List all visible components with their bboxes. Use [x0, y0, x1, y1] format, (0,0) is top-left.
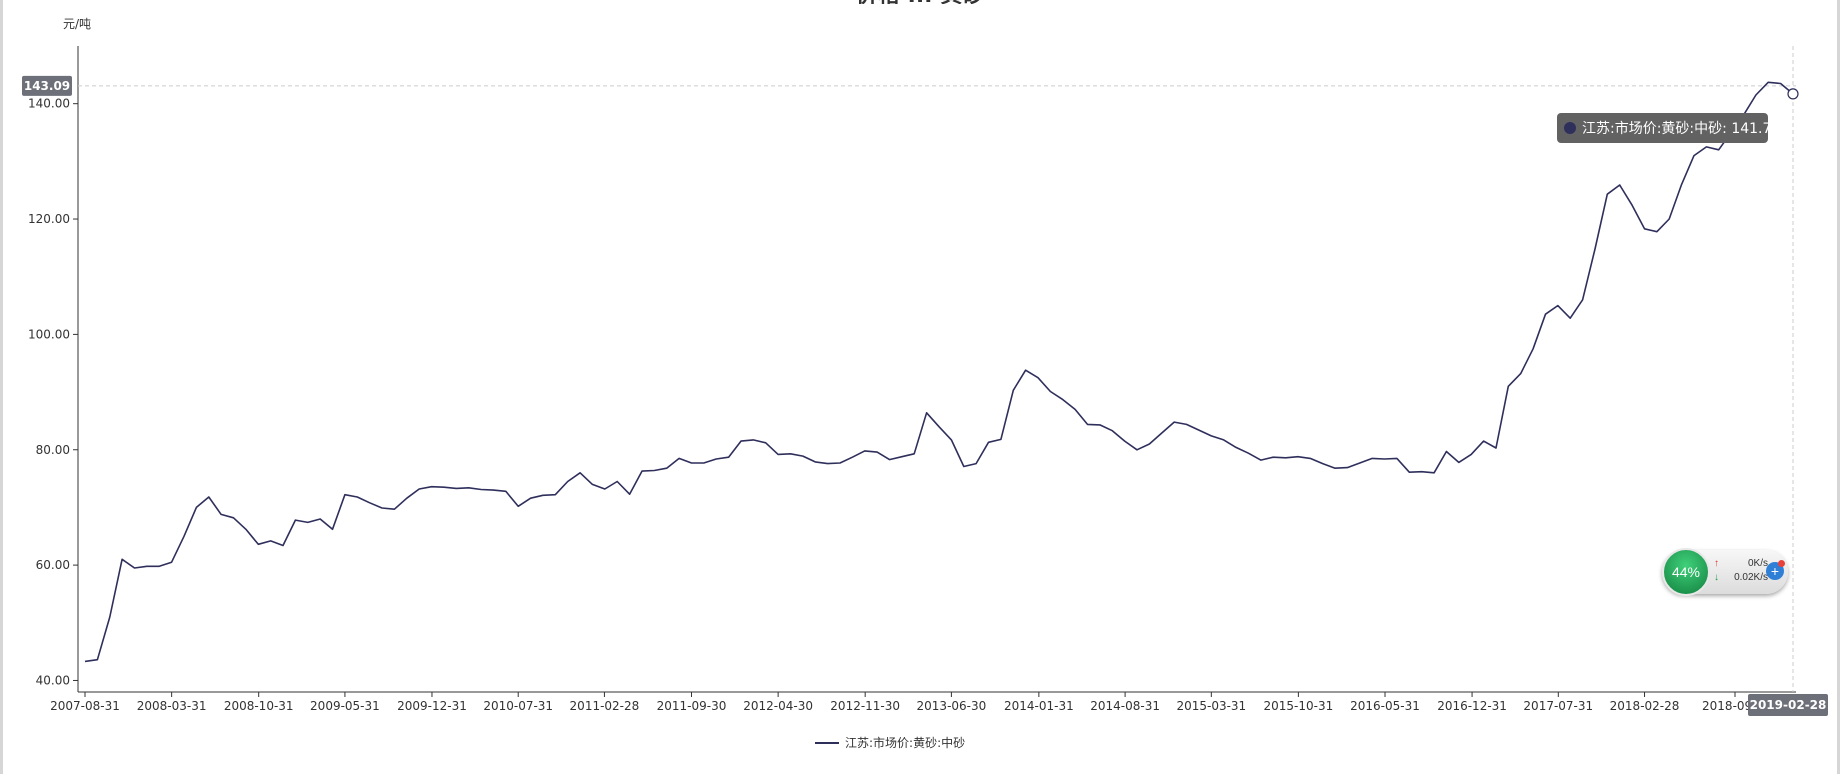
- download-speed-value: 0.02K/s: [1734, 572, 1768, 583]
- y-tick-label: 60.00: [36, 558, 70, 572]
- x-tick-label: 2017-07-31: [1523, 699, 1593, 713]
- window-border-right: [1837, 0, 1840, 774]
- tooltip: 江苏:市场价:黄砂:中砂: 141.7: [1557, 113, 1771, 143]
- y-tick-label: 120.00: [28, 212, 70, 226]
- x-tick-label: 2009-12-31: [397, 699, 467, 713]
- x-tick-label: 2010-07-31: [483, 699, 553, 713]
- x-tick-label: 2008-10-31: [224, 699, 294, 713]
- legend-item-label[interactable]: 江苏:市场价:黄砂:中砂: [845, 735, 965, 750]
- x-tick-label: 2018-02-28: [1610, 699, 1680, 713]
- upload-speed-row: ↑ 0K/s: [1712, 558, 1770, 570]
- x-tick-label: 2016-05-31: [1350, 699, 1420, 713]
- x-tick-label: 2015-03-31: [1176, 699, 1246, 713]
- series-highlight-point[interactable]: [1787, 88, 1799, 100]
- axis-pointer-y-label: 143.09: [22, 75, 72, 96]
- axis-pointer-y-value: 143.09: [24, 79, 70, 93]
- x-tick-label: 2013-06-30: [917, 699, 987, 713]
- arrow-up-icon: ↑: [1714, 558, 1719, 569]
- arrow-down-icon: ↓: [1714, 572, 1719, 583]
- axis-pointer-x-value: 2019-02-28: [1750, 698, 1827, 712]
- x-tick-label: 2012-11-30: [830, 699, 900, 713]
- y-tick-label: 140.00: [28, 97, 70, 111]
- chart-title: 价格 ... 黄砂: [856, 0, 984, 8]
- x-tick-label: 2014-08-31: [1090, 699, 1160, 713]
- y-axis-unit-label: 元/吨: [63, 17, 91, 31]
- x-tick-label: 2012-04-30: [743, 699, 813, 713]
- x-tick-label: 2011-09-30: [657, 699, 727, 713]
- y-tick-label: 100.00: [28, 327, 70, 341]
- x-tick-label: 2007-08-31: [50, 699, 120, 713]
- window-border-left: [0, 0, 3, 774]
- legend[interactable]: 江苏:市场价:黄砂:中砂: [815, 735, 965, 750]
- download-speed-row: ↓ 0.02K/s: [1712, 572, 1770, 584]
- x-axis-ticks: 2007-08-31 2008-03-31 2008-10-31 2009-05-31…: [50, 692, 1768, 713]
- y-tick-label: 80.00: [36, 443, 70, 457]
- x-tick-label: 2014-01-31: [1004, 699, 1074, 713]
- network-speed-widget[interactable]: 44% ↑ 0K/s ↓ 0.02K/s +: [1662, 548, 1788, 596]
- x-tick-label: 2016-12-31: [1437, 699, 1507, 713]
- upload-speed-value: 0K/s: [1747, 558, 1768, 569]
- axis-pointer-x-label: 2019-02-28: [1748, 694, 1828, 716]
- x-tick-label: 2015-10-31: [1264, 699, 1334, 713]
- y-tick-label: 40.00: [36, 673, 70, 687]
- x-tick-label: 2008-03-31: [137, 699, 207, 713]
- series-line-jiangsu-sand[interactable]: [84, 81, 1794, 663]
- y-axis-ticks: 40.00 60.00 80.00 100.00 120.00 140.00: [28, 97, 78, 687]
- x-tick-label: 2009-05-31: [310, 699, 380, 713]
- notification-dot: [1778, 560, 1785, 567]
- tooltip-series-marker-icon: [1564, 122, 1576, 134]
- memory-percent-badge[interactable]: 44%: [1662, 548, 1710, 596]
- tooltip-text: 江苏:市场价:黄砂:中砂: 141.7: [1582, 120, 1771, 137]
- x-tick-label: 2011-02-28: [570, 699, 640, 713]
